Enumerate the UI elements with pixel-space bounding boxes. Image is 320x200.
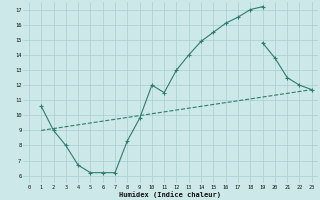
X-axis label: Humidex (Indice chaleur): Humidex (Indice chaleur) xyxy=(119,191,221,198)
